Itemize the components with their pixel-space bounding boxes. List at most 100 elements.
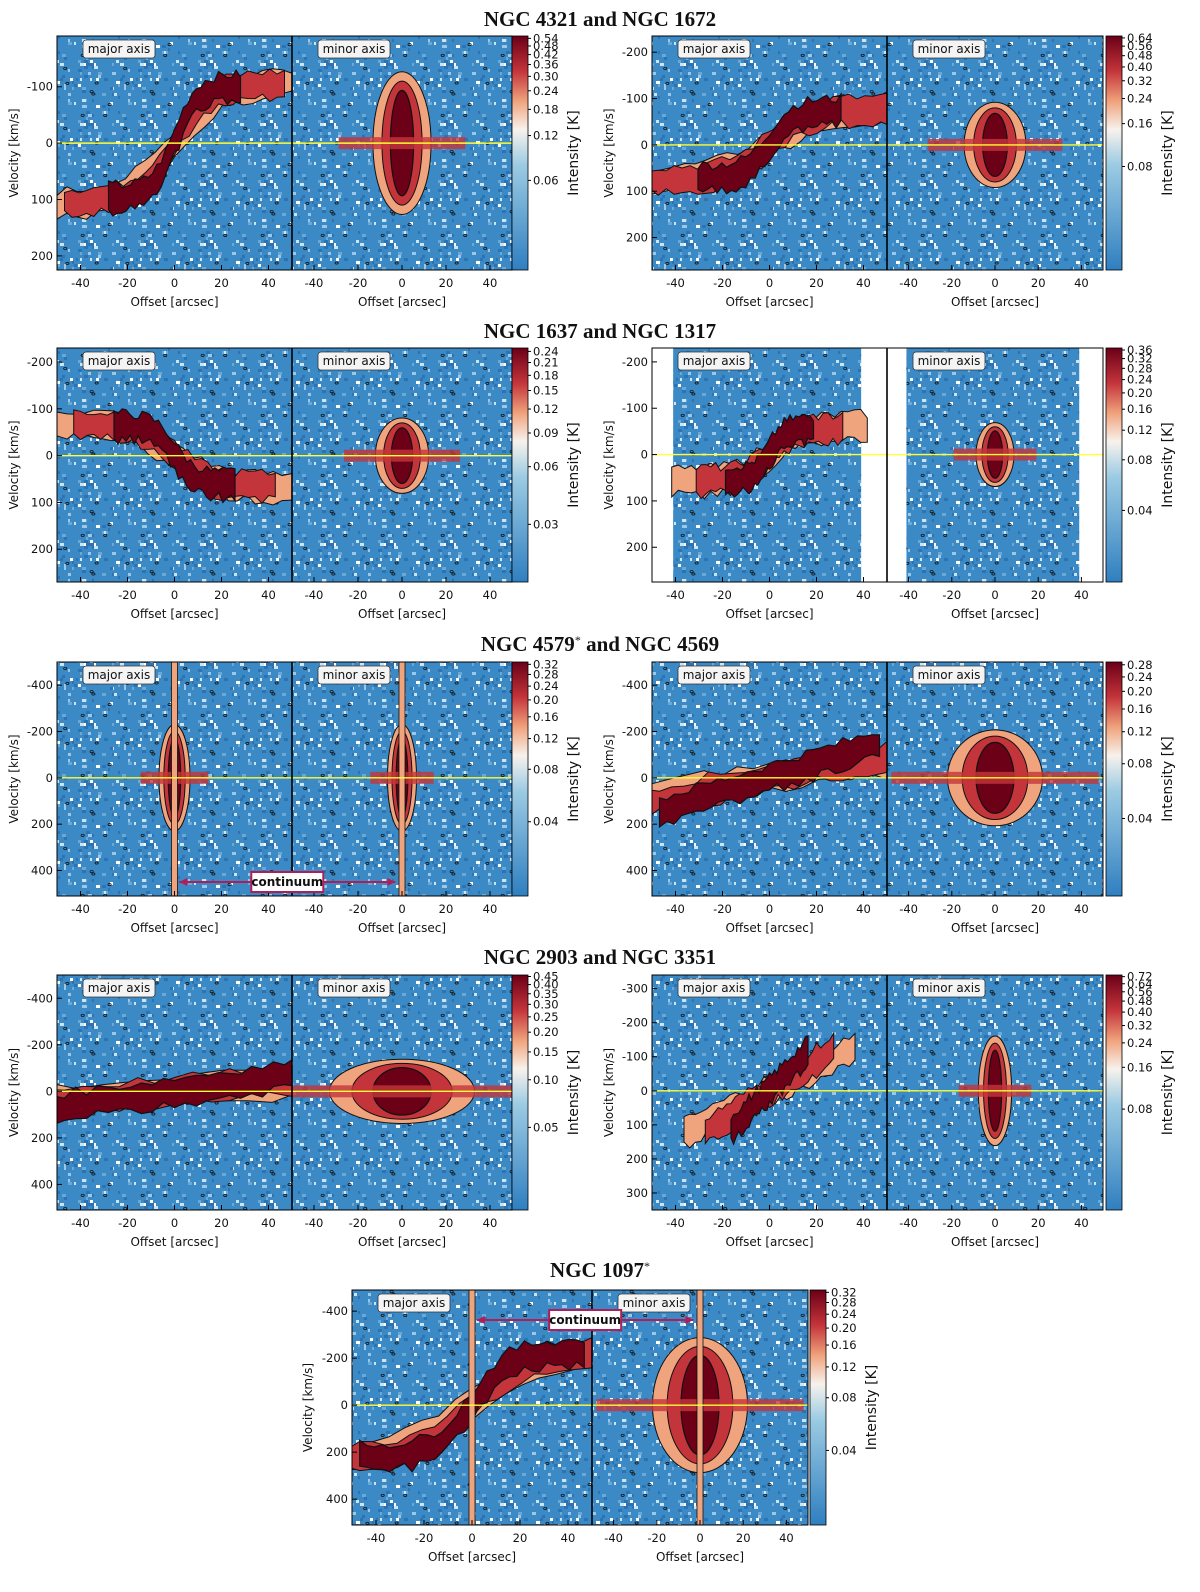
- y-tick-label: -200: [622, 355, 648, 369]
- colorbar-tick-label: 0.28: [1127, 658, 1153, 672]
- colorbar-label: Intensity [K]: [566, 1050, 582, 1136]
- y-tick-label: -100: [27, 80, 53, 94]
- colorbar-tick-label: 0.24: [1127, 1036, 1153, 1050]
- continuum-arrowhead-right: [685, 1316, 694, 1324]
- major-axis-label: major axis: [88, 668, 151, 682]
- colorbar-tick-label: 0.08: [831, 1391, 857, 1405]
- y-tick-label: -400: [27, 678, 53, 692]
- colorbar-tick-label: 0.08: [1127, 453, 1153, 467]
- major-axis-label-box: [82, 351, 156, 371]
- y-tick-label: -100: [622, 92, 648, 106]
- continuum-label: continuum: [251, 875, 323, 889]
- colorbar-tick-label: 0.05: [533, 1120, 559, 1134]
- colorbar-tick-label: 0.24: [1127, 373, 1153, 387]
- minor-axis-label-box: [617, 1293, 691, 1313]
- minor-axis-label-box: [317, 665, 391, 685]
- x-tick-label: 40: [856, 902, 871, 916]
- minor-axis-panel: [292, 348, 512, 582]
- x-axis-label: Offset [arcsec]: [358, 1235, 446, 1249]
- y-axis-label: Velocity [km/s]: [301, 1363, 315, 1452]
- colorbar-tick-label: 0.12: [533, 732, 559, 746]
- y-tick-label: 200: [31, 817, 53, 831]
- y-tick-label: -200: [322, 1351, 348, 1365]
- x-tick-label: 40: [1074, 276, 1089, 290]
- major-axis-label: major axis: [88, 981, 151, 995]
- y-axis-label: Velocity [km/s]: [602, 1048, 616, 1137]
- group-title-main: NGC 1637 and NGC 1317: [484, 319, 716, 343]
- colorbar-tick-label: 0.16: [1127, 117, 1153, 131]
- y-tick-label: 0: [641, 771, 648, 785]
- colorbar: [511, 347, 529, 583]
- colorbar-tick-label: 0.32: [533, 657, 559, 671]
- x-axis-label: Offset [arcsec]: [130, 607, 218, 621]
- x-tick-label: -20: [647, 1531, 666, 1545]
- x-tick-label: -40: [899, 276, 918, 290]
- colorbar-tick-label: 0.08: [533, 762, 559, 776]
- x-tick-label: 40: [261, 902, 276, 916]
- colorbar-tick-label: 0.48: [533, 39, 559, 53]
- y-tick-label: 200: [31, 542, 53, 556]
- major-axis-panel: [652, 36, 887, 270]
- y-tick-label: 400: [326, 1492, 348, 1506]
- colorbar-tick-label: 0.16: [831, 1338, 857, 1352]
- y-tick-label: -400: [322, 1304, 348, 1318]
- minor-axis-label-box: [912, 978, 986, 998]
- x-tick-label: 0: [991, 276, 998, 290]
- y-tick-label: 0: [46, 136, 53, 150]
- x-axis-label: Offset [arcsec]: [725, 1235, 813, 1249]
- x-tick-label: 0: [766, 902, 773, 916]
- x-tick-label: -20: [713, 276, 732, 290]
- colorbar-tick-label: 0.24: [533, 679, 559, 693]
- panel-frame: [651, 661, 1104, 897]
- x-tick-label: -20: [415, 1531, 434, 1545]
- y-tick-label: 100: [31, 193, 53, 207]
- colorbar-tick-label: 0.04: [1127, 503, 1153, 517]
- colorbar-label: Intensity [K]: [1160, 736, 1176, 822]
- group-title: NGC 1637 and NGC 1317: [484, 319, 716, 343]
- x-tick-label: 40: [261, 1216, 276, 1230]
- colorbar-tick-label: 0.40: [1127, 1005, 1153, 1019]
- minor-axis-panel: [887, 975, 1103, 1210]
- x-axis-label: Offset [arcsec]: [428, 1550, 516, 1564]
- colorbar-tick-label: 0.06: [533, 460, 559, 474]
- major-axis-label: major axis: [88, 354, 151, 368]
- blank-edge: [652, 348, 674, 582]
- y-tick-label: 200: [31, 1131, 53, 1145]
- panel-frame: [351, 1289, 809, 1526]
- major-axis-label: major axis: [683, 668, 746, 682]
- x-axis-label: Offset [arcsec]: [951, 921, 1039, 935]
- colorbar-tick-label: 0.25: [533, 1010, 559, 1024]
- emission-core: [658, 734, 881, 829]
- y-tick-label: -200: [622, 1016, 648, 1030]
- colorbar-tick-label: 0.09: [533, 426, 559, 440]
- colorbar: [1105, 661, 1123, 897]
- colorbar-tick-label: 0.24: [1127, 92, 1153, 106]
- x-tick-label: 0: [398, 276, 405, 290]
- x-tick-label: 20: [809, 902, 824, 916]
- x-tick-label: -20: [942, 588, 961, 602]
- major-axis-panel: [57, 662, 292, 896]
- x-axis-label: Offset [arcsec]: [725, 295, 813, 309]
- colorbar-tick-label: 0.20: [533, 693, 559, 707]
- group-title: NGC 2903 and NGC 3351: [484, 945, 716, 969]
- minor-axis-panel: [292, 975, 512, 1210]
- colorbar-tick-label: 0.12: [1127, 725, 1153, 739]
- major-axis-panel: [57, 348, 292, 582]
- colorbar: [511, 661, 529, 897]
- group-title: NGC 4321 and NGC 1672: [484, 7, 716, 31]
- x-axis-label: Offset [arcsec]: [725, 607, 813, 621]
- colorbar-tick-label: 0.56: [1127, 985, 1153, 999]
- y-tick-label: 200: [626, 231, 648, 245]
- y-tick-label: 0: [341, 1398, 348, 1412]
- y-tick-label: 200: [626, 1152, 648, 1166]
- y-tick-label: 200: [31, 249, 53, 263]
- minor-axis-label: minor axis: [918, 668, 981, 682]
- x-tick-label: 0: [398, 588, 405, 602]
- colorbar-label: Intensity [K]: [566, 110, 582, 196]
- colorbar-tick-label: 0.24: [533, 344, 559, 358]
- minor-axis-label: minor axis: [623, 1296, 686, 1310]
- group-title-suffix: and NGC 4569: [581, 632, 719, 656]
- x-tick-label: 0: [171, 1216, 178, 1230]
